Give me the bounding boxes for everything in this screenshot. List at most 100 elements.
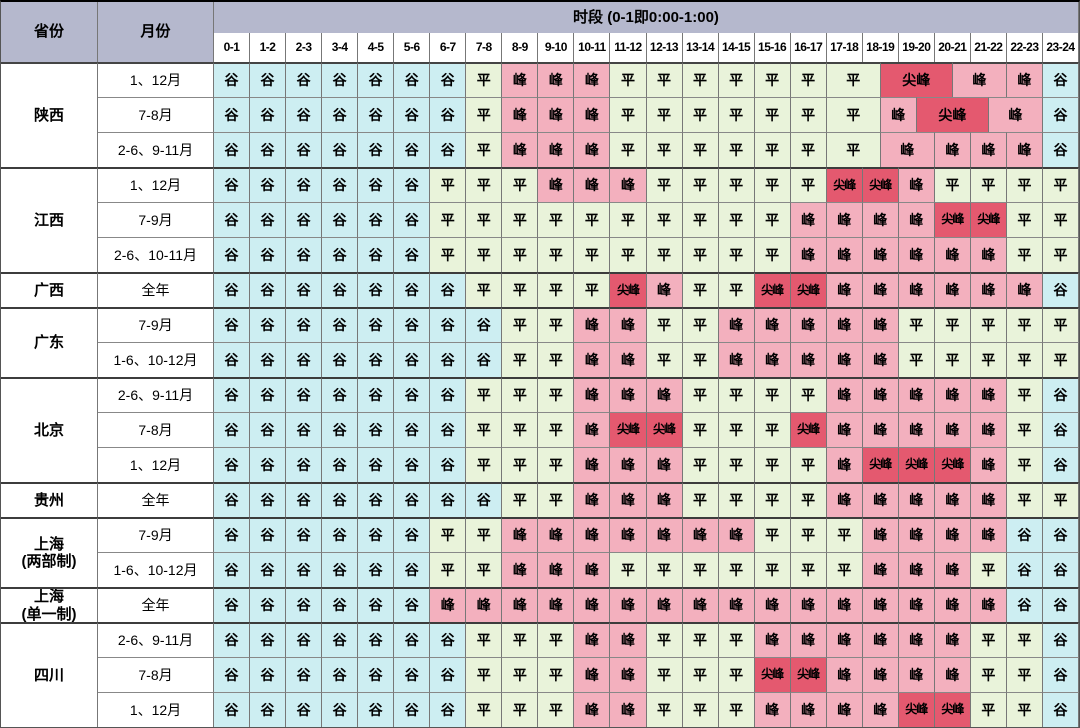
period-cell-peak: 峰 bbox=[934, 517, 971, 552]
period-cell-flat: 平 bbox=[466, 692, 503, 727]
period-cell-flat: 平 bbox=[790, 552, 827, 587]
period-cell-sharp: 尖峰 bbox=[970, 202, 1007, 237]
period-cell-flat: 平 bbox=[538, 412, 575, 447]
period-cell-valley: 谷 bbox=[430, 62, 467, 97]
period-cell-peak: 峰 bbox=[862, 587, 899, 622]
period-cell-flat: 平 bbox=[538, 342, 575, 377]
period-cell-valley: 谷 bbox=[1006, 517, 1043, 552]
period-cell-valley: 谷 bbox=[250, 657, 287, 692]
period-cell-flat: 平 bbox=[718, 167, 755, 202]
period-cell-peak: 峰 bbox=[826, 202, 863, 237]
period-cell-valley: 谷 bbox=[430, 307, 467, 342]
period-cell-flat: 平 bbox=[538, 622, 575, 657]
period-cell-valley: 谷 bbox=[394, 692, 431, 727]
period-cell-flat: 平 bbox=[754, 447, 791, 482]
period-cell-peak: 峰 bbox=[466, 587, 503, 622]
period-cell-valley: 谷 bbox=[466, 342, 503, 377]
period-cell-flat: 平 bbox=[538, 692, 575, 727]
period-cell-peak: 峰 bbox=[754, 692, 791, 727]
period-cell-peak: 峰 bbox=[682, 517, 719, 552]
period-cell-valley: 谷 bbox=[358, 307, 395, 342]
period-cell-valley: 谷 bbox=[286, 202, 323, 237]
period-cell-peak: 峰 bbox=[574, 307, 611, 342]
period-cell-flat: 平 bbox=[502, 447, 539, 482]
period-cell-peak: 峰 bbox=[934, 412, 971, 447]
month-cell: 7-8月 bbox=[98, 657, 214, 692]
period-cell-peak: 峰 bbox=[574, 552, 611, 587]
month-cell: 1、12月 bbox=[98, 692, 214, 727]
period-cell-peak: 峰 bbox=[826, 412, 863, 447]
period-cell-peak: 峰 bbox=[970, 517, 1007, 552]
period-cell-flat: 平 bbox=[1006, 657, 1043, 692]
period-cell-flat: 平 bbox=[574, 272, 611, 307]
month-cell: 全年 bbox=[98, 482, 214, 517]
period-cell-flat: 平 bbox=[1006, 412, 1043, 447]
period-cell-peak: 峰 bbox=[682, 587, 719, 622]
period-cell-peak: 峰 bbox=[898, 517, 935, 552]
period-cell-flat: 平 bbox=[718, 552, 755, 587]
period-cell-flat: 平 bbox=[646, 307, 683, 342]
period-cell-valley: 谷 bbox=[1006, 587, 1043, 622]
period-cell-valley: 谷 bbox=[250, 342, 287, 377]
period-cell-flat: 平 bbox=[1006, 447, 1043, 482]
period-cell-valley: 谷 bbox=[286, 377, 323, 412]
period-cell-valley: 谷 bbox=[358, 202, 395, 237]
month-cell: 1、12月 bbox=[98, 62, 214, 97]
period-cell-valley: 谷 bbox=[250, 412, 287, 447]
period-cell-sharp: 尖峰 bbox=[862, 167, 899, 202]
month-column-header: 月份 bbox=[98, 2, 214, 62]
period-cell-peak: 峰 bbox=[574, 482, 611, 517]
period-cell-flat: 平 bbox=[466, 622, 503, 657]
period-cell-peak: 峰 bbox=[862, 657, 899, 692]
period-cell-valley: 谷 bbox=[430, 272, 467, 307]
period-cell-peak: 峰 bbox=[862, 517, 899, 552]
period-cell-flat: 平 bbox=[538, 657, 575, 692]
period-cell-valley: 谷 bbox=[1042, 657, 1079, 692]
period-cell-flat: 平 bbox=[826, 132, 881, 167]
period-cell-peak: 峰 bbox=[754, 587, 791, 622]
province-cell: 上海 (单一制) bbox=[1, 587, 98, 622]
period-cell-flat: 平 bbox=[790, 62, 827, 97]
month-cell: 7-9月 bbox=[98, 307, 214, 342]
hour-header-cell: 19-20 bbox=[898, 33, 935, 62]
period-cell-valley: 谷 bbox=[322, 657, 359, 692]
period-cell-flat: 平 bbox=[646, 622, 683, 657]
hour-header-cell: 18-19 bbox=[862, 33, 899, 62]
period-cell-flat: 平 bbox=[826, 97, 881, 132]
period-cell-valley: 谷 bbox=[286, 342, 323, 377]
period-cell-flat: 平 bbox=[538, 237, 575, 272]
period-cell-flat: 平 bbox=[502, 412, 539, 447]
month-cell: 7-9月 bbox=[98, 517, 214, 552]
period-cell-flat: 平 bbox=[1042, 202, 1079, 237]
period-cell-flat: 平 bbox=[574, 202, 611, 237]
period-cell-valley: 谷 bbox=[322, 412, 359, 447]
period-cell-valley: 谷 bbox=[286, 552, 323, 587]
period-cell-flat: 平 bbox=[754, 552, 791, 587]
period-cell-peak: 峰 bbox=[538, 62, 575, 97]
period-cell-flat: 平 bbox=[682, 657, 719, 692]
period-cell-valley: 谷 bbox=[214, 272, 251, 307]
period-cell-peak: 峰 bbox=[862, 622, 899, 657]
period-cell-peak: 峰 bbox=[826, 447, 863, 482]
period-cell-flat: 平 bbox=[1006, 482, 1043, 517]
period-cell-peak: 峰 bbox=[718, 307, 755, 342]
period-cell-peak: 峰 bbox=[970, 272, 1007, 307]
period-cell-flat: 平 bbox=[430, 202, 467, 237]
hour-header-cell: 9-10 bbox=[538, 33, 575, 62]
period-cell-flat: 平 bbox=[1042, 307, 1079, 342]
period-cell-valley: 谷 bbox=[322, 447, 359, 482]
period-cell-peak: 峰 bbox=[934, 622, 971, 657]
month-cell: 2-6、9-11月 bbox=[98, 377, 214, 412]
period-cell-peak: 峰 bbox=[790, 307, 827, 342]
period-cell-flat: 平 bbox=[466, 62, 503, 97]
period-cell-flat: 平 bbox=[430, 237, 467, 272]
period-cell-peak: 峰 bbox=[862, 237, 899, 272]
period-cell-valley: 谷 bbox=[250, 517, 287, 552]
period-cell-valley: 谷 bbox=[430, 622, 467, 657]
period-cell-valley: 谷 bbox=[1042, 132, 1079, 167]
period-cell-peak: 峰 bbox=[610, 587, 647, 622]
period-cell-peak: 峰 bbox=[538, 587, 575, 622]
period-cell-sharp: 尖峰 bbox=[610, 412, 647, 447]
period-cell-flat: 平 bbox=[682, 692, 719, 727]
period-cell-valley: 谷 bbox=[394, 167, 431, 202]
